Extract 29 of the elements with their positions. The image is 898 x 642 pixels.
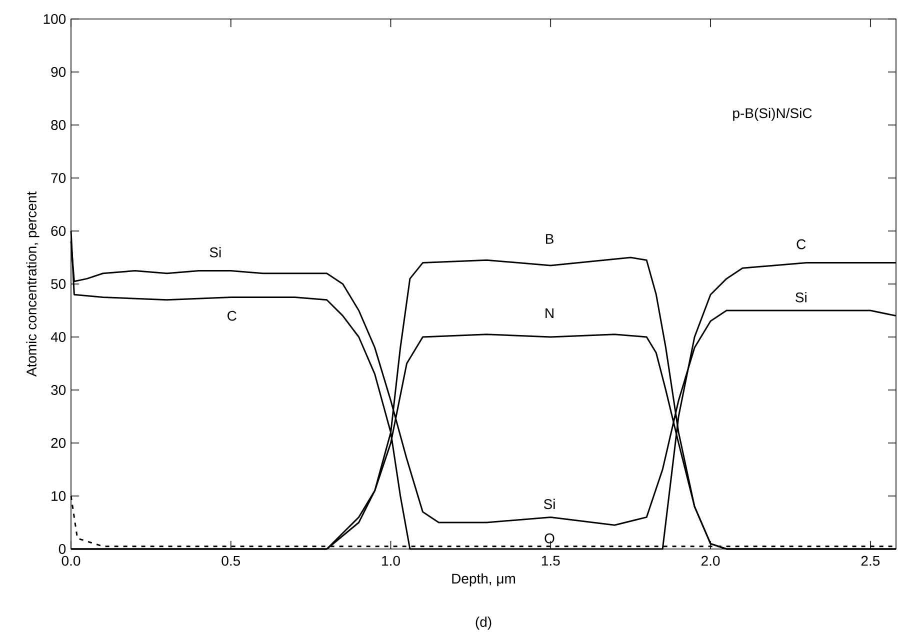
annotation: C [796,239,806,250]
x-tick-label: 2.5 [861,556,880,566]
annotation: Si [210,247,221,258]
y-tick-label: 80 [51,120,66,130]
annotation: N [546,308,554,318]
x-tick-label: 2.0 [702,556,720,566]
annotation: O [544,533,554,544]
x-tick-label: 0.5 [222,556,240,566]
annotation: B [546,234,554,244]
y-tick-label: 20 [51,438,66,448]
y-tick-label: 70 [51,173,66,183]
y-axis-title: Atomic concentration, percent [26,192,40,377]
y-tick-label: 40 [50,332,66,342]
x-tick-label: 0.0 [62,556,80,566]
x-axis-title: Depth, μm [452,573,515,586]
y-tick-label: 60 [51,226,66,236]
y-tick-label: 10 [52,491,66,501]
y-tick-label: 50 [51,279,66,289]
annotation: C [228,310,236,321]
annotation: p-B(Si)N/SiC [733,108,812,121]
y-tick-label: 90 [51,67,66,77]
text: (d) [476,616,492,630]
x-tick-label: 1.0 [382,556,400,566]
y-tick-label: 0 [58,544,66,554]
annotation: Si [796,292,806,302]
annotation: Si [544,498,555,510]
x-tick-label: 1.5 [542,556,560,566]
y-tick-label: 100 [44,14,66,24]
y-tick-label: 30 [51,385,66,395]
